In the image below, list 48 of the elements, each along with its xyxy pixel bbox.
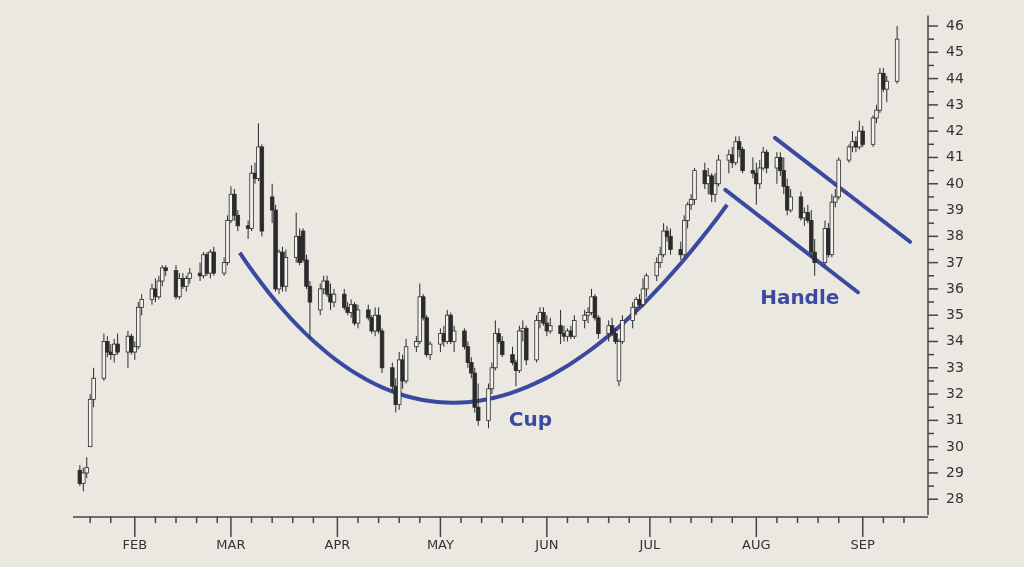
candlestick	[352, 301, 357, 327]
candlestick	[342, 288, 347, 311]
annotation: Cup	[508, 406, 553, 431]
candlestick	[331, 288, 337, 308]
candlestick	[726, 149, 732, 174]
y-tick-label: 39	[946, 201, 964, 218]
candlestick	[709, 172, 714, 203]
y-tick-label: 37	[946, 253, 964, 270]
x-tick-label: MAR	[216, 537, 246, 552]
y-tick-label: 36	[946, 279, 964, 296]
candlestick	[606, 319, 611, 342]
candlestick	[572, 314, 577, 340]
y-tick-label: 31	[946, 411, 964, 428]
y-tick-label: 30	[946, 437, 964, 454]
candlestick	[853, 135, 859, 153]
y-tick-label: 45	[946, 43, 964, 60]
x-tick-label: FEB	[122, 537, 148, 552]
y-tick-label: 40	[946, 174, 964, 191]
y-tick-label: 33	[946, 358, 964, 375]
y-tick-label: 35	[946, 306, 964, 323]
x-tick-label: AUG	[742, 537, 771, 552]
y-tick-label: 38	[946, 227, 964, 244]
candlestick	[582, 309, 587, 329]
annotation: Handle	[760, 284, 840, 309]
y-tick-label: 46	[946, 17, 964, 34]
y-tick-label: 32	[946, 385, 964, 402]
x-tick-label: JUN	[534, 537, 559, 552]
x-tick-label: SEP	[850, 537, 876, 552]
x-tick-label: APR	[324, 537, 351, 552]
candlestick	[860, 125, 865, 148]
candlestick	[884, 75, 889, 103]
candlestick	[764, 149, 769, 174]
y-tick-label: 43	[946, 95, 964, 112]
y-tick-label: 41	[946, 148, 964, 165]
candlestick	[702, 162, 708, 190]
candlestick	[355, 304, 361, 329]
candlestick	[558, 309, 563, 345]
y-tick-label: 42	[946, 122, 964, 139]
y-tick-label: 34	[946, 332, 964, 349]
y-tick-label: 28	[946, 490, 964, 507]
candlestick	[733, 135, 738, 166]
candlestick	[668, 227, 673, 256]
candlestick	[788, 188, 793, 214]
x-tick-label: MAY	[426, 537, 454, 552]
x-tick-label: JUL	[638, 537, 661, 552]
candlestick	[630, 301, 635, 329]
y-tick-label: 29	[946, 463, 964, 480]
y-tick-label: 44	[946, 69, 964, 86]
